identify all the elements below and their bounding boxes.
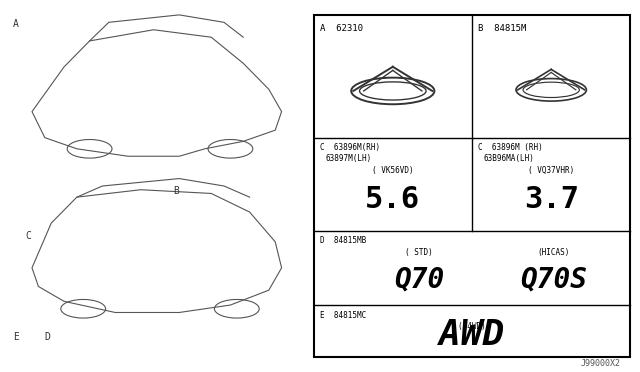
Text: ( 4WD): ( 4WD) <box>458 322 486 331</box>
Text: E: E <box>13 332 19 342</box>
Text: D  84815MB: D 84815MB <box>320 236 366 245</box>
Text: A  62310: A 62310 <box>320 24 363 33</box>
Text: C  63896M (RH): C 63896M (RH) <box>479 143 543 152</box>
Bar <box>314 15 630 357</box>
Text: ( STD): ( STD) <box>405 248 433 257</box>
Text: ( VK56VD): ( VK56VD) <box>372 166 413 174</box>
Text: (HICAS): (HICAS) <box>538 248 570 257</box>
Text: 3.7: 3.7 <box>524 185 579 214</box>
Text: AWD: AWD <box>440 318 504 352</box>
Text: 5.6: 5.6 <box>365 185 420 214</box>
Text: B  84815M: B 84815M <box>479 24 527 33</box>
Text: 63897M(LH): 63897M(LH) <box>325 154 371 163</box>
Text: ( VQ37VHR): ( VQ37VHR) <box>528 166 574 174</box>
Text: 63B96MA(LH): 63B96MA(LH) <box>484 154 534 163</box>
Text: A: A <box>13 19 19 29</box>
Text: C  63896M(RH): C 63896M(RH) <box>320 143 380 152</box>
Text: Q70S: Q70S <box>520 265 587 293</box>
Text: B: B <box>173 186 179 196</box>
Text: C: C <box>26 231 31 241</box>
Text: J99000X2: J99000X2 <box>581 359 621 368</box>
Text: Q70: Q70 <box>394 265 444 293</box>
Text: E  84815MC: E 84815MC <box>320 311 366 320</box>
Text: D: D <box>45 332 51 342</box>
